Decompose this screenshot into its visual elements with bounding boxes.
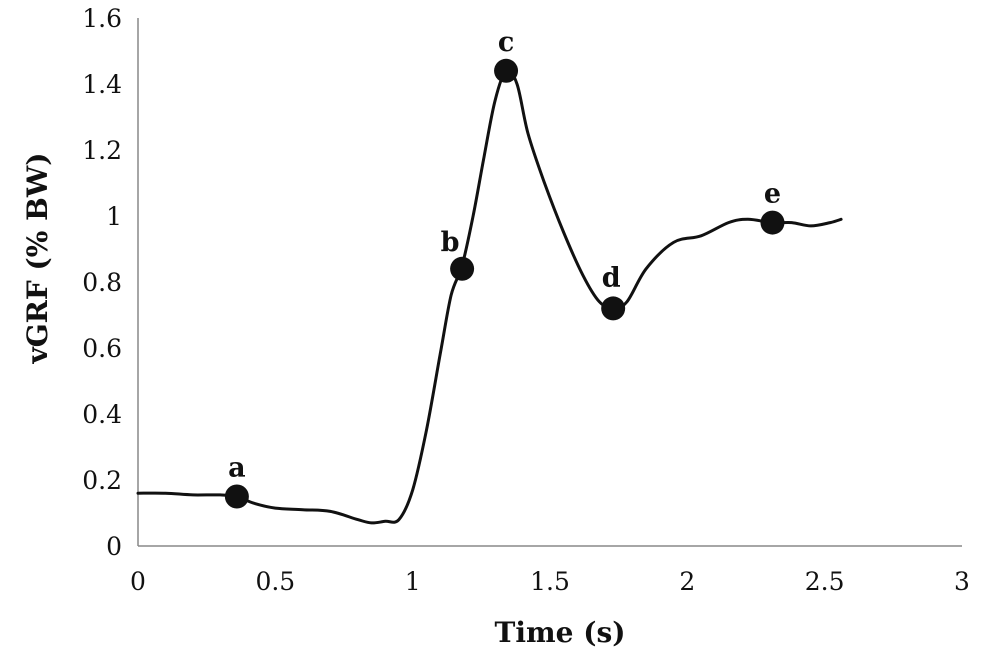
y-tick-label: 0.4 [82,400,122,429]
event-point-d [601,296,626,321]
x-tick-label: 2.5 [805,567,845,596]
y-tick-label: 0.8 [82,268,122,297]
event-label-e: e [764,179,781,210]
x-tick-label: 1 [405,567,421,596]
y-tick-label: 1.2 [82,136,122,165]
x-axis-ticks: 0 0.5 1 1.5 2 2.5 3 [130,567,970,596]
y-tick-label: 1 [106,202,122,231]
x-tick-label: 0 [130,567,146,596]
event-point-b [450,256,475,281]
event-label-a: a [228,453,246,484]
event-point-c [494,58,519,83]
vgrf-curve [136,68,843,525]
event-label-b: b [441,227,460,258]
event-label-c: c [498,27,514,58]
event-point-e [760,210,785,235]
y-tick-label: 0 [106,532,122,561]
event-label-d: d [602,262,621,293]
event-markers: a b c d e [224,27,785,509]
y-tick-label: 0.2 [82,466,122,495]
y-axis-ticks: 0 0.2 0.4 0.6 0.8 1 1.2 1.4 1.6 [82,4,122,561]
y-tick-label: 1.4 [82,70,122,99]
y-tick-label: 0.6 [82,334,122,363]
y-axis-title: vGRF (% BW) [21,152,54,364]
x-tick-label: 3 [954,567,970,596]
x-tick-label: 1.5 [530,567,570,596]
x-tick-label: 2 [679,567,695,596]
event-point-a [224,484,249,509]
x-tick-label: 0.5 [255,567,295,596]
x-axis-title: Time (s) [495,616,626,649]
y-tick-label: 1.6 [82,4,122,33]
